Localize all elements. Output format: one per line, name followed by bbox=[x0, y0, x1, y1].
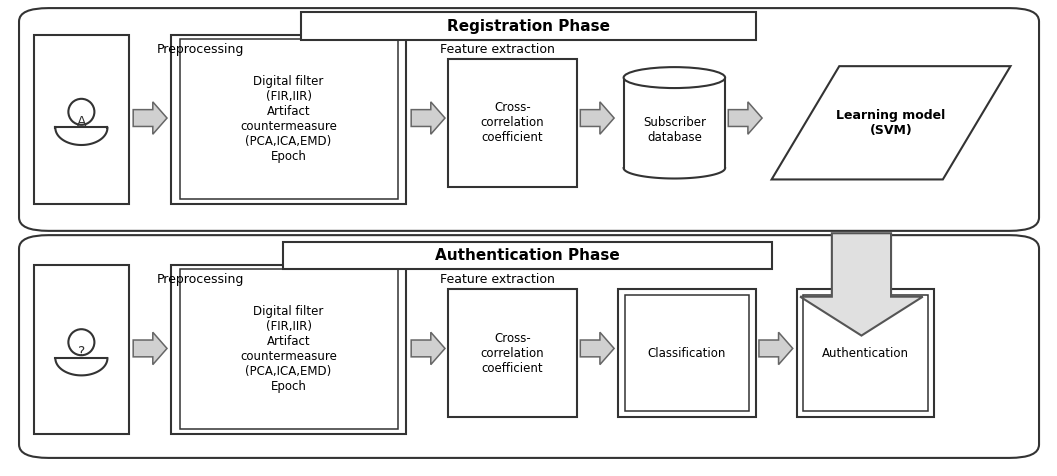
Text: Authentication: Authentication bbox=[822, 347, 909, 360]
Polygon shape bbox=[580, 102, 614, 134]
Polygon shape bbox=[411, 332, 445, 365]
Polygon shape bbox=[772, 66, 1010, 179]
FancyBboxPatch shape bbox=[618, 289, 756, 417]
Text: Digital filter
(FIR,IIR)
Artifact
countermeasure
(PCA,ICA,EMD)
Epoch: Digital filter (FIR,IIR) Artifact counte… bbox=[240, 306, 337, 393]
Text: Classification: Classification bbox=[648, 347, 726, 360]
FancyBboxPatch shape bbox=[171, 35, 406, 204]
Text: Authentication Phase: Authentication Phase bbox=[435, 248, 619, 263]
Text: Learning model
(SVM): Learning model (SVM) bbox=[836, 109, 946, 137]
Text: Feature extraction: Feature extraction bbox=[440, 43, 555, 57]
FancyBboxPatch shape bbox=[448, 289, 577, 417]
Text: Subscriber
database: Subscriber database bbox=[643, 116, 706, 144]
Ellipse shape bbox=[69, 329, 94, 355]
Text: Feature extraction: Feature extraction bbox=[440, 273, 555, 287]
Text: Digital filter
(FIR,IIR)
Artifact
countermeasure
(PCA,ICA,EMD)
Epoch: Digital filter (FIR,IIR) Artifact counte… bbox=[240, 75, 337, 163]
FancyBboxPatch shape bbox=[171, 265, 406, 434]
Text: Preprocessing: Preprocessing bbox=[156, 273, 244, 287]
FancyBboxPatch shape bbox=[34, 265, 129, 434]
FancyBboxPatch shape bbox=[803, 295, 928, 411]
Text: Registration Phase: Registration Phase bbox=[447, 19, 610, 34]
FancyBboxPatch shape bbox=[19, 8, 1039, 231]
FancyBboxPatch shape bbox=[19, 235, 1039, 458]
Polygon shape bbox=[800, 233, 923, 336]
Polygon shape bbox=[133, 332, 167, 365]
FancyBboxPatch shape bbox=[448, 59, 577, 187]
Ellipse shape bbox=[69, 99, 94, 125]
FancyBboxPatch shape bbox=[301, 12, 756, 40]
Text: ?: ? bbox=[78, 345, 85, 359]
Polygon shape bbox=[133, 102, 167, 134]
Polygon shape bbox=[759, 332, 793, 365]
Ellipse shape bbox=[624, 67, 725, 88]
Text: Cross-
correlation
coefficient: Cross- correlation coefficient bbox=[481, 101, 544, 144]
FancyBboxPatch shape bbox=[625, 295, 749, 411]
FancyBboxPatch shape bbox=[34, 35, 129, 204]
FancyBboxPatch shape bbox=[180, 39, 398, 199]
Text: Preprocessing: Preprocessing bbox=[156, 43, 244, 57]
FancyBboxPatch shape bbox=[797, 289, 934, 417]
FancyBboxPatch shape bbox=[180, 269, 398, 429]
Polygon shape bbox=[580, 332, 614, 365]
Polygon shape bbox=[411, 102, 445, 134]
FancyBboxPatch shape bbox=[283, 242, 772, 269]
Text: A: A bbox=[77, 115, 86, 129]
Polygon shape bbox=[728, 102, 762, 134]
Text: Cross-
correlation
coefficient: Cross- correlation coefficient bbox=[481, 332, 544, 375]
Bar bbox=[624, 78, 725, 168]
